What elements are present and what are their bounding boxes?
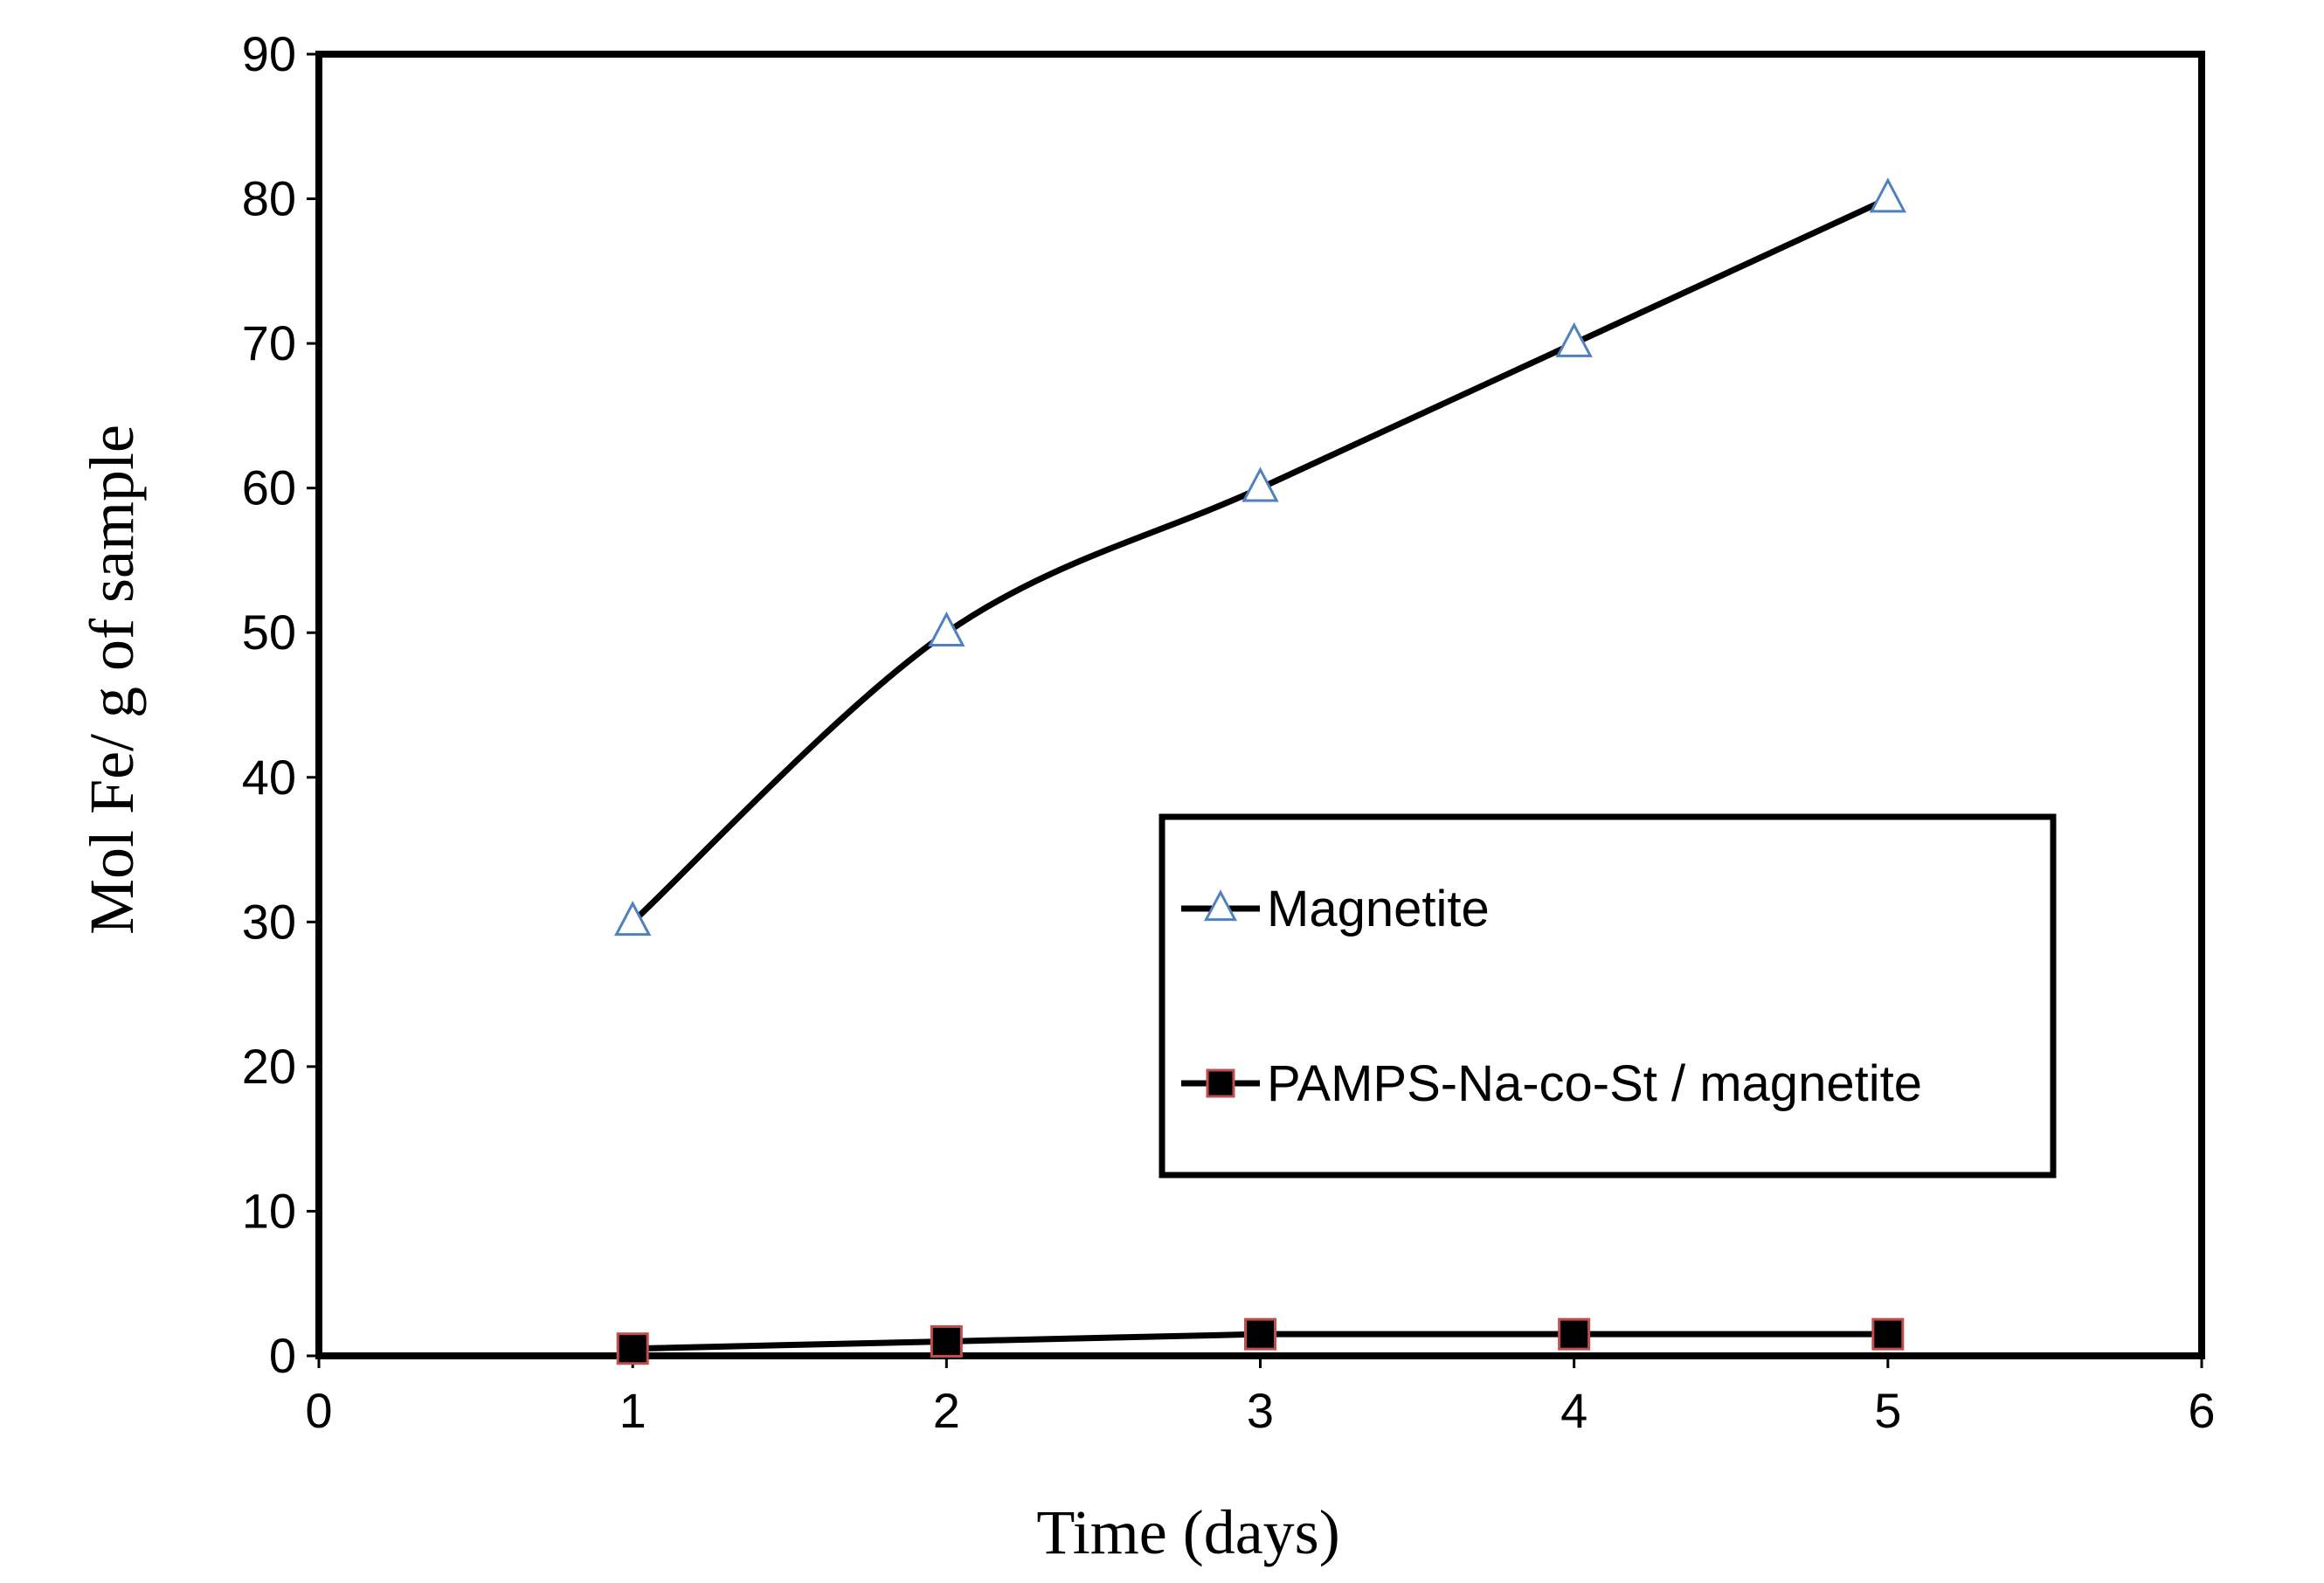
- series-line: [630, 196, 1890, 924]
- y-tick-label: 80: [242, 171, 296, 226]
- y-tick-label: 40: [242, 750, 296, 805]
- x-tick-label: 0: [305, 1383, 332, 1438]
- series-1: [613, 177, 1907, 937]
- x-axis-title: Time (days): [1036, 1497, 1339, 1567]
- legend: Magnetite PAMPS-Na-co-St / magnetite: [1159, 813, 2057, 1179]
- data-point: [1869, 177, 1907, 213]
- data-point: [1555, 321, 1593, 357]
- y-tick-label: 0: [269, 1328, 296, 1383]
- x-tick-label: 3: [1247, 1383, 1274, 1438]
- legend-box: [1159, 813, 2057, 1179]
- legend-marker: [1204, 889, 1237, 922]
- data-point: [1558, 1317, 1591, 1351]
- data-point: [613, 901, 652, 937]
- legend-item-2: PAMPS-Na-co-St / magnetite: [1181, 1055, 1922, 1112]
- data-point: [1871, 1317, 1905, 1351]
- series-group: [613, 177, 1907, 1365]
- data-point: [1242, 467, 1279, 502]
- y-tick-label: 20: [242, 1039, 296, 1094]
- x-axis: 0 1 2 3 4 5 6: [305, 1356, 2216, 1438]
- y-tick-label: 60: [242, 460, 296, 515]
- y-tick-label: 70: [242, 315, 296, 370]
- y-tick-label: 90: [242, 26, 296, 81]
- legend-label: Magnetite: [1267, 881, 1490, 937]
- y-axis: 0 10 20 30 40 50 60 70 80 90: [242, 26, 319, 1383]
- legend-item-1: Magnetite: [1181, 881, 1490, 937]
- data-point: [616, 1332, 649, 1365]
- data-point: [928, 611, 965, 647]
- x-tick-label: 1: [619, 1383, 647, 1438]
- legend-marker: [1206, 1068, 1235, 1098]
- y-tick-label: 10: [242, 1183, 296, 1238]
- x-tick-label: 5: [1874, 1383, 1901, 1438]
- series-2: [616, 1317, 1905, 1365]
- x-tick-label: 4: [1560, 1383, 1587, 1438]
- x-tick-label: 2: [933, 1383, 960, 1438]
- y-tick-label: 30: [242, 894, 296, 949]
- x-tick-label: 6: [2188, 1383, 2215, 1438]
- y-tick-label: 50: [242, 605, 296, 660]
- data-point: [930, 1324, 963, 1358]
- legend-label: PAMPS-Na-co-St / magnetite: [1267, 1055, 1922, 1112]
- y-axis-title: Mol Fe/ g of sample: [77, 425, 147, 935]
- data-point: [1244, 1317, 1276, 1351]
